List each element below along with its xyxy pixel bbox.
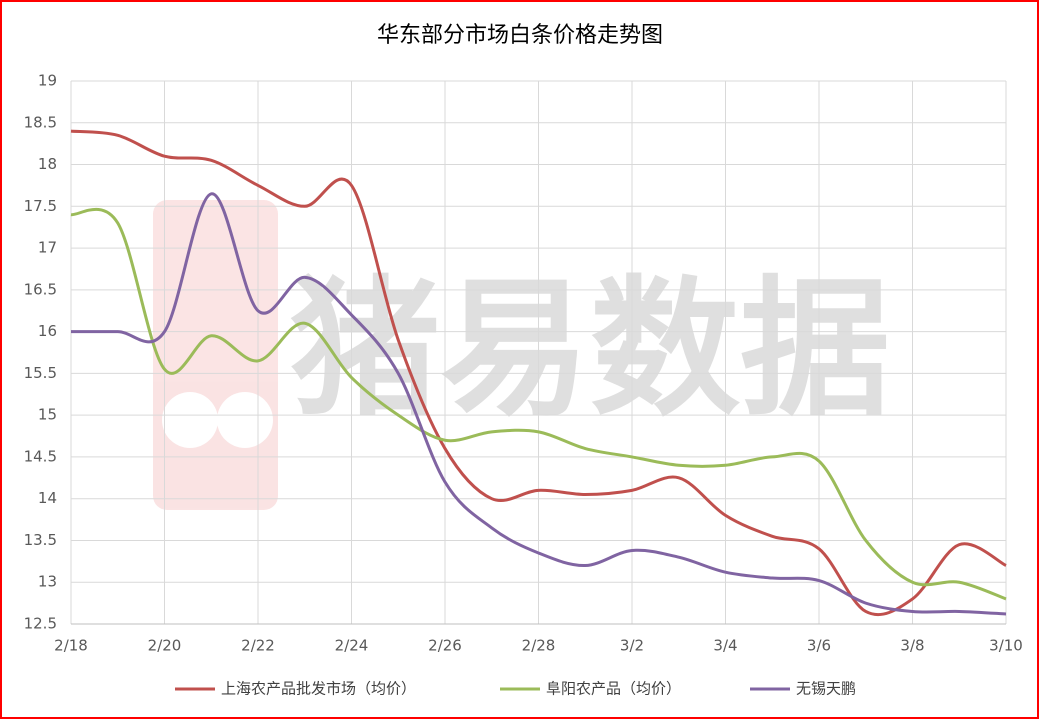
y-tick-label: 13 — [38, 573, 57, 591]
x-tick-label: 2/18 — [54, 637, 88, 655]
x-tick-label: 2/22 — [241, 637, 275, 655]
y-tick-label: 14 — [38, 489, 57, 507]
y-tick-label: 14.5 — [24, 447, 57, 465]
x-tick-label: 2/28 — [522, 637, 556, 655]
y-tick-label: 16.5 — [24, 280, 57, 298]
x-tick-label: 3/6 — [807, 637, 831, 655]
series-line — [70, 192, 1007, 616]
y-tick-label: 18 — [38, 155, 57, 173]
watermark: 猪易数据 — [290, 263, 890, 437]
x-tick-label: 2/26 — [428, 637, 462, 655]
x-tick-label: 3/4 — [713, 637, 737, 655]
y-tick-label: 12.5 — [24, 615, 57, 633]
series-line — [70, 207, 1007, 601]
chart-title: 华东部分市场白条价格走势图 — [377, 23, 663, 48]
legend-label: 无锡天鹏 — [796, 680, 856, 698]
y-tick-label: 15 — [38, 406, 57, 424]
x-tick-label: 3/10 — [989, 637, 1023, 655]
y-tick-label: 17 — [38, 239, 57, 257]
y-tick-label: 18.5 — [24, 113, 57, 131]
legend-label: 阜阳农产品（均价） — [546, 680, 681, 698]
x-tick-label: 2/24 — [335, 637, 369, 655]
x-tick-label: 2/20 — [148, 637, 182, 655]
y-tick-label: 15.5 — [24, 364, 57, 382]
y-tick-label: 19 — [38, 72, 57, 90]
y-tick-label: 13.5 — [24, 531, 57, 549]
y-tick-label: 17.5 — [24, 197, 57, 215]
x-tick-label: 3/2 — [620, 637, 644, 655]
y-tick-label: 16 — [38, 322, 57, 340]
x-tick-label: 3/8 — [900, 637, 924, 655]
legend-label: 上海农产品批发市场（均价） — [221, 680, 416, 698]
series-line — [70, 129, 1007, 617]
watermark-logo — [153, 200, 278, 510]
